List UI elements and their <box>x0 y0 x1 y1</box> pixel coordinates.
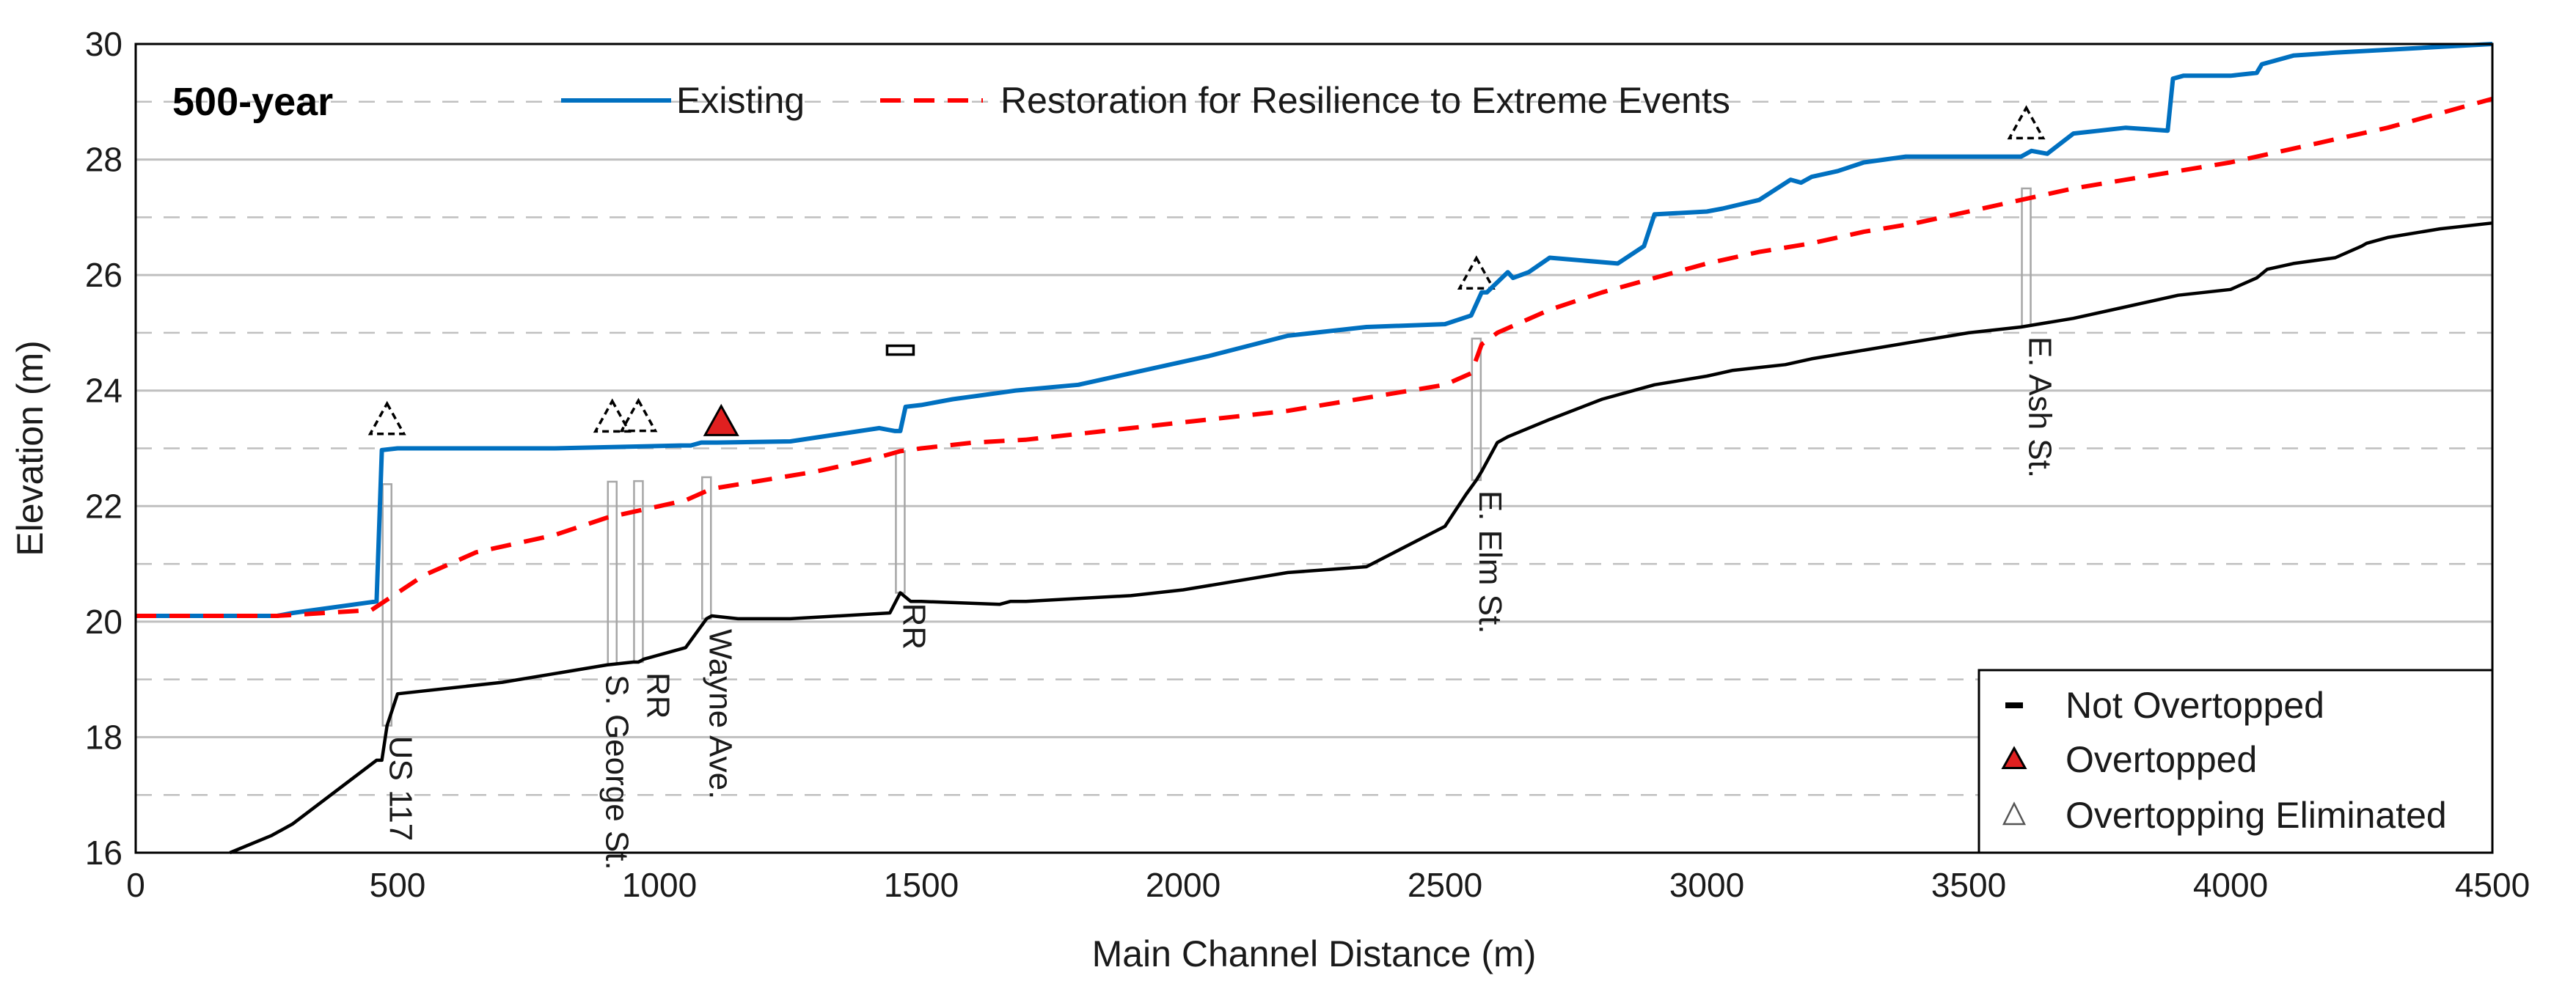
structure-label: RR <box>640 672 676 719</box>
x-tick-label: 0 <box>126 866 145 904</box>
series-lines <box>136 42 2493 855</box>
x-tick-label: 1000 <box>622 866 697 904</box>
overtopping-eliminated-marker <box>593 398 632 433</box>
structure-line <box>895 450 906 594</box>
series-channel <box>229 221 2493 855</box>
structure-label: RR <box>896 603 932 650</box>
structure-line <box>381 483 392 727</box>
top-legend: Existing Restoration for Resilience to Ex… <box>561 80 1730 121</box>
y-tick-label: 18 <box>85 718 122 756</box>
structure-label: Wayne Ave. <box>702 629 738 799</box>
y-tick-label: 16 <box>85 834 122 872</box>
x-tick-label: 4500 <box>2455 866 2530 904</box>
structure-label: US 117 <box>383 736 419 841</box>
legend-restoration-label: Restoration for Resilience to Extreme Ev… <box>1000 80 1730 121</box>
legend-overtopping-eliminated-label: Overtopping Eliminated <box>2065 795 2447 836</box>
structure-line <box>607 480 618 666</box>
x-tick-label: 2500 <box>1408 866 1482 904</box>
overtopping-eliminated-marker <box>1457 255 1496 290</box>
overtopped-marker <box>703 403 739 436</box>
legend-not-overtopped-label: Not Overtopped <box>2065 685 2324 726</box>
structure-line <box>2021 187 2032 328</box>
legend-overtopped-label: Overtopped <box>2065 739 2257 780</box>
structure-label: E. Ash St. <box>2022 337 2058 478</box>
x-tick-label: 500 <box>370 866 426 904</box>
structure-line <box>633 480 644 664</box>
y-axis-title: Elevation (m) <box>10 340 51 556</box>
x-axis-title: Main Channel Distance (m) <box>1092 933 1537 974</box>
x-tick-label: 3500 <box>1931 866 2006 904</box>
x-tick-label: 3000 <box>1669 866 1744 904</box>
structure-line <box>701 476 712 620</box>
y-tick-label: 20 <box>85 603 122 641</box>
legend-open-triangle-icon <box>2002 801 2027 826</box>
chart-title: 500-year <box>172 80 333 124</box>
plot-frame <box>134 43 2494 854</box>
overtopping-eliminated-marker <box>619 397 658 433</box>
axis-ticks: 0 500 1000 1500 2000 2500 3000 3500 4000 4500 16 18… <box>85 25 2530 904</box>
y-tick-label: 24 <box>85 372 122 410</box>
y-tick-label: 28 <box>85 141 122 179</box>
legend-existing-label: Existing <box>676 80 805 121</box>
y-tick-label: 22 <box>85 487 122 525</box>
overtopping-eliminated-marker <box>367 400 406 436</box>
x-tick-label: 1500 <box>884 866 959 904</box>
legend-dash-icon <box>2005 702 2023 708</box>
not-overtopped-marker <box>885 344 915 356</box>
y-tick-label: 30 <box>85 25 122 63</box>
series-restoration-for-resilience-to-extreme-events <box>136 96 2493 618</box>
marker-legend: Not Overtopped Overtopped Overtopping Elim… <box>1977 669 2494 854</box>
y-tick-label: 26 <box>85 256 122 294</box>
series-existing <box>136 42 2493 618</box>
marker-legend-box <box>1977 669 2494 854</box>
legend-filled-triangle-icon <box>2001 746 2027 769</box>
structure-label: S. George St. <box>599 675 635 870</box>
x-tick-label: 2000 <box>1146 866 1221 904</box>
overtopping-eliminated-marker <box>2007 105 2046 140</box>
structure-markers: US 117 S. George St. RR Wayne Ave.RR E. Elm … <box>367 105 2058 870</box>
structure-label: E. Elm St. <box>1472 491 1508 634</box>
x-tick-label: 4000 <box>2193 866 2268 904</box>
